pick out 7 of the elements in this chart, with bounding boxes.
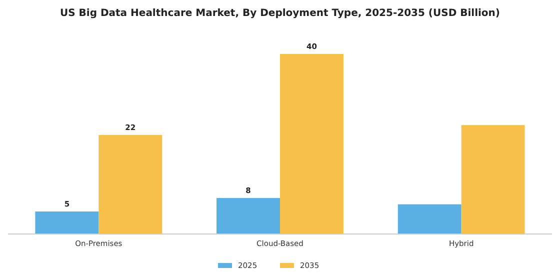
chart-title: US Big Data Healthcare Market, By Deployment Type, 2025-2035 (USD Billion) xyxy=(60,8,500,19)
bar xyxy=(35,212,99,234)
bar xyxy=(461,125,525,234)
bar xyxy=(398,204,462,234)
bar xyxy=(216,198,280,234)
bar xyxy=(98,135,162,234)
bar xyxy=(280,54,344,234)
